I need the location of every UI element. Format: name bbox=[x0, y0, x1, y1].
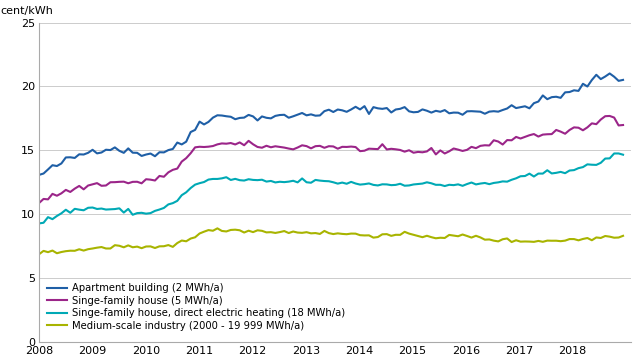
Legend: Apartment building (2 MWh/a), Singe-family house (5 MWh/a), Singe-family house, : Apartment building (2 MWh/a), Singe-fami… bbox=[44, 280, 348, 334]
Apartment building (2 MWh/a) bbox=[107, 148, 114, 152]
Singe-family house, direct electric heating (18 MWh/a) bbox=[35, 221, 43, 225]
Apartment building (2 MWh/a) bbox=[503, 106, 511, 111]
Apartment building (2 MWh/a) bbox=[508, 103, 516, 107]
Apartment building (2 MWh/a) bbox=[606, 71, 614, 76]
Singe-family house (5 MWh/a) bbox=[232, 142, 239, 147]
Line: Apartment building (2 MWh/a): Apartment building (2 MWh/a) bbox=[39, 73, 623, 175]
Singe-family house (5 MWh/a) bbox=[508, 138, 516, 143]
Singe-family house, direct electric heating (18 MWh/a) bbox=[615, 151, 623, 156]
Singe-family house, direct electric heating (18 MWh/a) bbox=[232, 177, 239, 181]
Line: Singe-family house (5 MWh/a): Singe-family house (5 MWh/a) bbox=[39, 116, 623, 203]
Singe-family house, direct electric heating (18 MWh/a) bbox=[503, 179, 511, 184]
Text: cent/kWh: cent/kWh bbox=[1, 6, 54, 16]
Singe-family house, direct electric heating (18 MWh/a) bbox=[84, 205, 92, 210]
Medium-scale industry (2000 - 19 999 MWh/a) bbox=[214, 226, 221, 231]
Singe-family house, direct electric heating (18 MWh/a) bbox=[107, 207, 114, 212]
Medium-scale industry (2000 - 19 999 MWh/a) bbox=[512, 238, 520, 242]
Medium-scale industry (2000 - 19 999 MWh/a) bbox=[236, 228, 244, 232]
Medium-scale industry (2000 - 19 999 MWh/a) bbox=[619, 234, 627, 238]
Line: Singe-family house, direct electric heating (18 MWh/a): Singe-family house, direct electric heat… bbox=[39, 154, 623, 223]
Apartment building (2 MWh/a) bbox=[232, 117, 239, 121]
Singe-family house (5 MWh/a) bbox=[35, 201, 43, 205]
Singe-family house (5 MWh/a) bbox=[619, 123, 627, 127]
Medium-scale industry (2000 - 19 999 MWh/a) bbox=[508, 240, 516, 244]
Singe-family house (5 MWh/a) bbox=[503, 138, 511, 142]
Singe-family house, direct electric heating (18 MWh/a) bbox=[508, 178, 516, 182]
Medium-scale industry (2000 - 19 999 MWh/a) bbox=[218, 229, 226, 233]
Medium-scale industry (2000 - 19 999 MWh/a) bbox=[107, 246, 114, 251]
Singe-family house (5 MWh/a) bbox=[606, 114, 614, 118]
Apartment building (2 MWh/a) bbox=[84, 151, 92, 155]
Apartment building (2 MWh/a) bbox=[35, 173, 43, 177]
Singe-family house, direct electric heating (18 MWh/a) bbox=[619, 152, 627, 157]
Singe-family house (5 MWh/a) bbox=[107, 180, 114, 184]
Line: Medium-scale industry (2000 - 19 999 MWh/a): Medium-scale industry (2000 - 19 999 MWh… bbox=[39, 228, 623, 254]
Singe-family house, direct electric heating (18 MWh/a) bbox=[214, 177, 221, 181]
Apartment building (2 MWh/a) bbox=[619, 78, 627, 82]
Singe-family house (5 MWh/a) bbox=[214, 142, 221, 147]
Medium-scale industry (2000 - 19 999 MWh/a) bbox=[35, 252, 43, 256]
Apartment building (2 MWh/a) bbox=[214, 113, 221, 118]
Singe-family house (5 MWh/a) bbox=[84, 183, 92, 188]
Medium-scale industry (2000 - 19 999 MWh/a) bbox=[84, 247, 92, 251]
